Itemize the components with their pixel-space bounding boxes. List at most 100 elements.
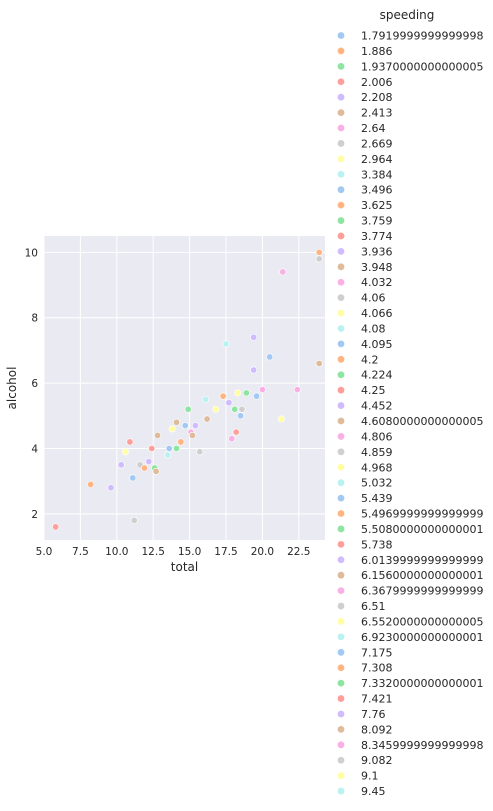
data-point xyxy=(168,425,176,433)
legend-marker xyxy=(337,679,345,687)
legend-label: 4.066 xyxy=(361,307,393,320)
legend-label: 2.006 xyxy=(361,76,393,89)
data-point xyxy=(126,438,134,446)
legend-marker xyxy=(337,62,345,70)
data-point xyxy=(184,405,192,413)
legend-label: 3.625 xyxy=(361,199,393,212)
legend-marker xyxy=(337,78,345,86)
legend-marker xyxy=(337,263,345,271)
legend-label: 4.806 xyxy=(361,430,393,443)
legend-label: 3.948 xyxy=(361,261,393,274)
data-point xyxy=(212,405,220,413)
legend-marker xyxy=(337,93,345,101)
legend-marker xyxy=(337,556,345,564)
data-point xyxy=(277,415,285,423)
legend-marker xyxy=(337,386,345,394)
x-axis-label: total xyxy=(171,560,198,574)
data-point xyxy=(152,467,160,475)
y-tick-label: 4 xyxy=(31,443,38,455)
legend-marker xyxy=(337,648,345,656)
data-point xyxy=(145,458,153,466)
data-point xyxy=(242,389,250,397)
legend-label: 9.1 xyxy=(361,770,379,783)
legend-marker xyxy=(337,602,345,610)
legend-marker xyxy=(337,787,345,795)
legend-marker xyxy=(337,463,345,471)
legend-label: 2.413 xyxy=(361,107,393,120)
legend-marker xyxy=(337,355,345,363)
x-tick-label: 22.5 xyxy=(287,546,310,558)
data-point xyxy=(253,392,261,400)
data-point xyxy=(165,444,173,452)
data-point xyxy=(293,386,301,394)
legend-marker xyxy=(337,186,345,194)
data-point xyxy=(232,428,240,436)
legend-marker xyxy=(337,510,345,517)
legend-label: 4.452 xyxy=(361,400,393,413)
data-point xyxy=(177,438,185,446)
legend-label: 3.496 xyxy=(361,184,393,197)
legend-label: 2.64 xyxy=(361,122,386,135)
legend-label: 5.5080000000000001 xyxy=(361,523,483,536)
x-tick-label: 12.5 xyxy=(142,546,165,558)
legend-marker xyxy=(337,217,345,224)
legend-label: 7.308 xyxy=(361,662,393,675)
y-axis-label: alcohol xyxy=(5,367,19,410)
legend-label: 7.175 xyxy=(361,646,393,659)
data-point xyxy=(129,474,137,482)
legend-label: 4.224 xyxy=(361,369,393,382)
data-point xyxy=(181,422,189,430)
legend-label: 4.08 xyxy=(361,322,386,335)
data-point xyxy=(315,255,323,263)
legend-marker xyxy=(337,571,345,579)
legend-marker xyxy=(337,232,345,240)
legend-marker xyxy=(337,494,345,502)
legend-marker xyxy=(337,140,345,147)
legend-marker xyxy=(337,448,345,456)
legend-marker xyxy=(337,756,345,764)
data-point xyxy=(140,464,148,472)
legend-marker xyxy=(337,664,345,672)
plot-area xyxy=(44,236,325,540)
legend-label: 6.51 xyxy=(361,600,386,613)
legend-label: 8.3459999999999998 xyxy=(361,739,483,752)
data-point xyxy=(231,405,239,413)
data-point xyxy=(228,435,236,443)
data-point xyxy=(189,431,197,439)
legend-label: 4.6080000000000005 xyxy=(361,415,483,428)
y-tick-label: 6 xyxy=(31,378,38,390)
legend-marker xyxy=(337,309,345,317)
legend-label: 9.45 xyxy=(361,785,386,798)
legend-marker xyxy=(337,710,345,718)
legend-label: 5.439 xyxy=(361,492,393,505)
legend-marker xyxy=(337,772,345,780)
data-point xyxy=(219,392,227,400)
legend-label: 1.9370000000000005 xyxy=(361,60,483,73)
legend-marker xyxy=(337,170,345,178)
x-tick-label: 5.0 xyxy=(36,546,53,558)
legend-label: 8.092 xyxy=(361,723,393,736)
legend-marker xyxy=(337,32,345,39)
legend-marker xyxy=(337,201,345,209)
legend-marker xyxy=(337,155,345,163)
data-point xyxy=(148,444,156,452)
legend-label: 3.384 xyxy=(361,168,393,181)
y-tick-label: 10 xyxy=(25,247,38,259)
legend-label: 5.738 xyxy=(361,538,393,551)
legend-label: 2.669 xyxy=(361,137,393,150)
legend-marker xyxy=(337,371,345,379)
legend-marker xyxy=(337,525,345,533)
data-point xyxy=(107,484,115,492)
legend-marker xyxy=(337,618,345,625)
data-point xyxy=(122,448,130,456)
legend-marker xyxy=(337,402,345,409)
data-point xyxy=(315,359,323,367)
legend-label: 6.5520000000000005 xyxy=(361,615,483,628)
data-point xyxy=(238,405,246,413)
x-tick-label: 15.0 xyxy=(178,546,201,558)
y-tick-label: 8 xyxy=(31,313,38,325)
legend-label: 1.7919999999999998 xyxy=(361,30,483,43)
data-point xyxy=(130,516,138,524)
data-point xyxy=(164,451,172,459)
